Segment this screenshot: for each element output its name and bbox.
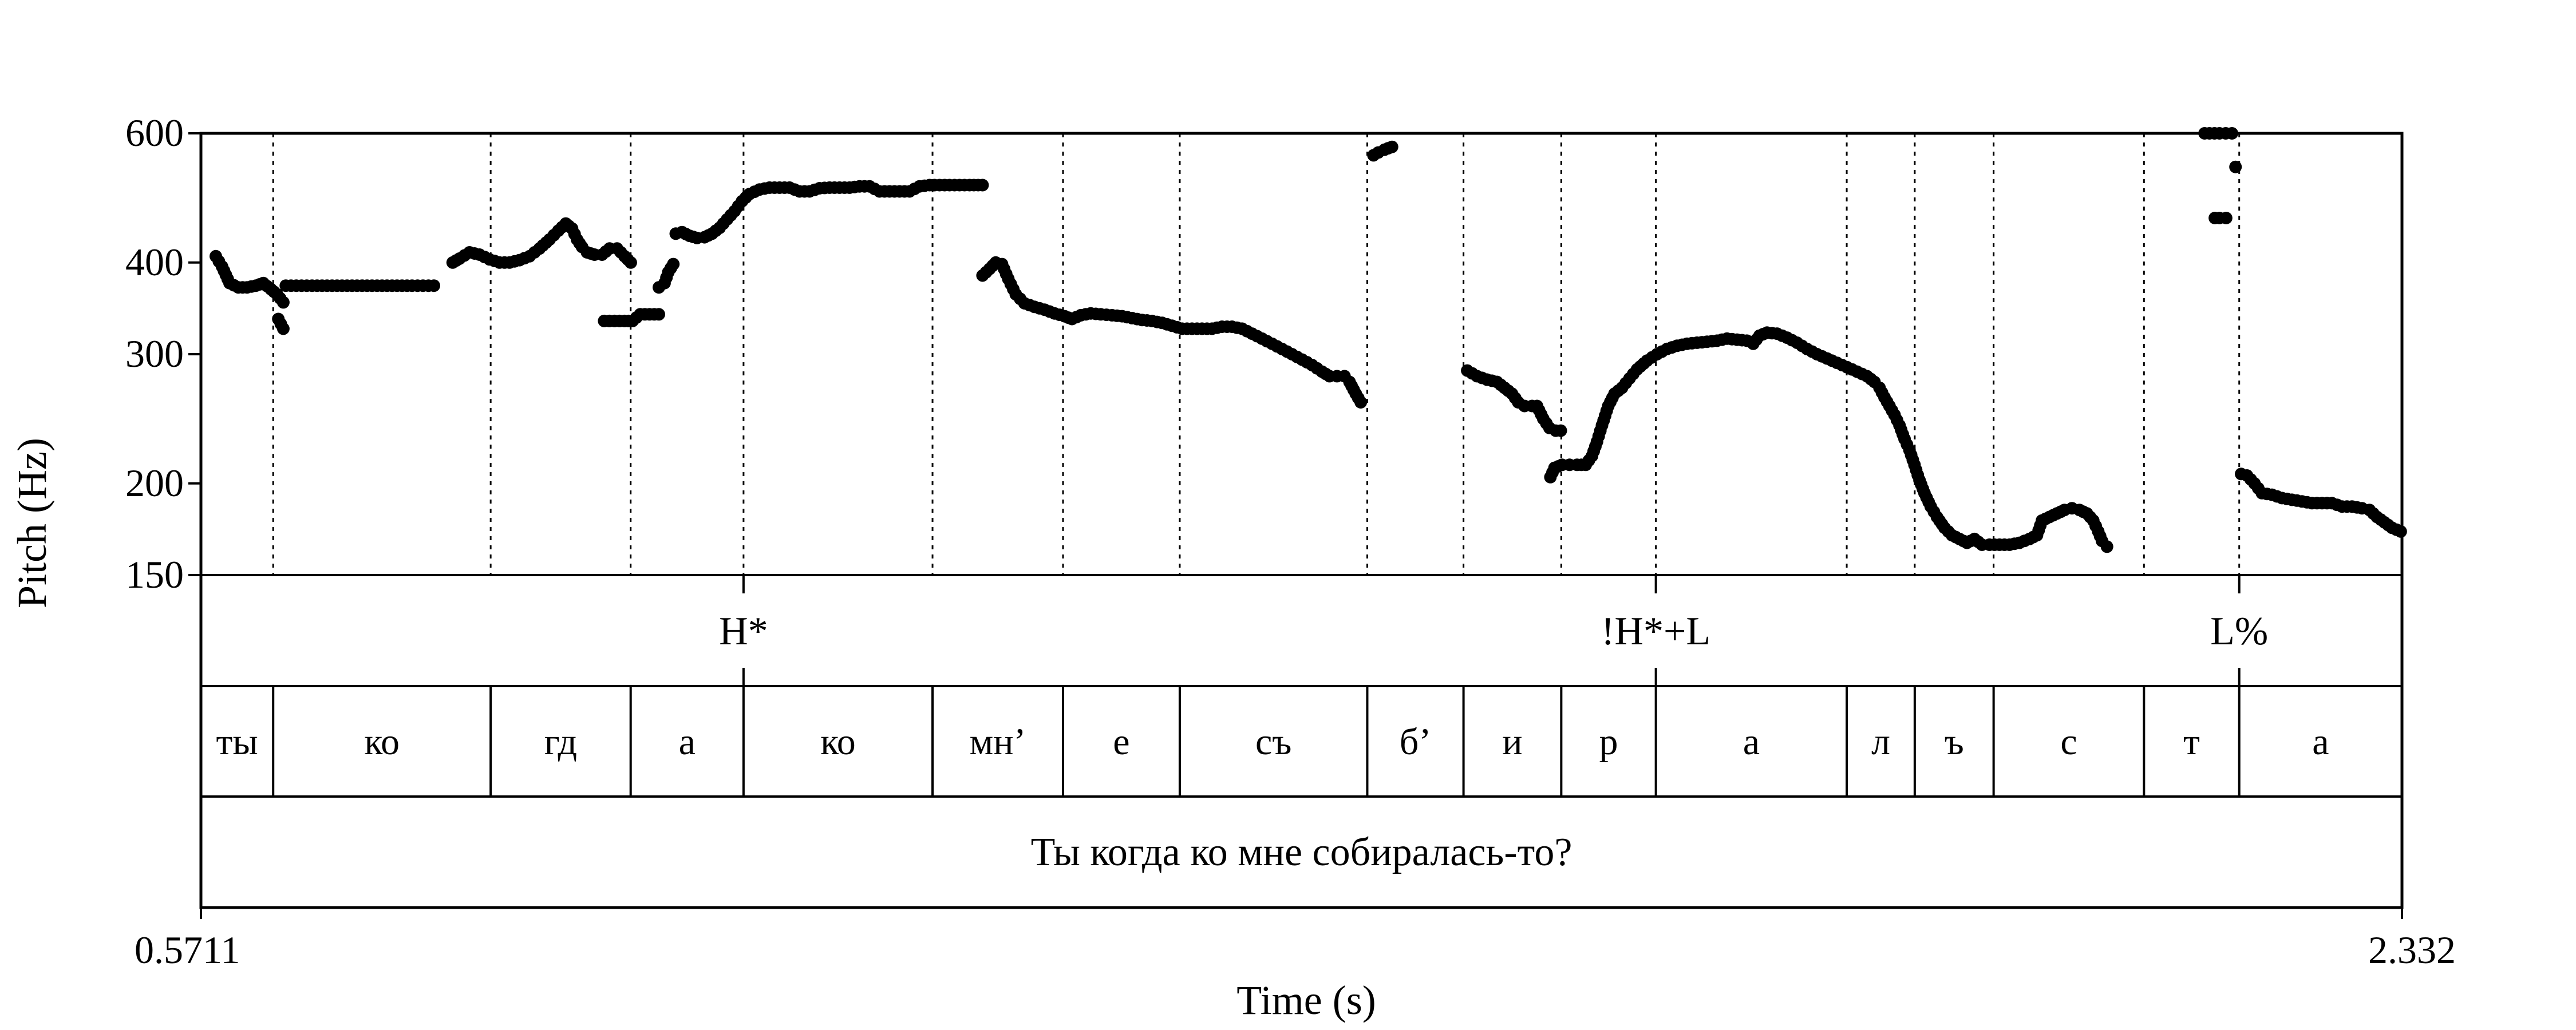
tone-label: H* [719,609,768,653]
syllable-label: и [1502,721,1522,763]
pitch-point [2219,212,2233,224]
pitch-point [1354,396,1368,409]
syllable-label: р [1599,721,1618,763]
sentence-label: Ты когда ко мне собиралась-то? [1031,830,1573,874]
y-tick-label: 400 [125,240,184,284]
syllable-boundary-lines [272,133,2241,575]
pitch-track [210,127,2407,553]
pitch-point [624,256,637,269]
syllable-label: ко [364,721,400,763]
y-tick-label: 300 [125,332,184,375]
syllable-label: а [2312,721,2329,763]
pitch-point [667,258,680,271]
syllable-label: б’ [1400,721,1432,763]
y-axis: 150 200 300 400 600 [125,111,201,596]
pitch-point [976,179,989,192]
pitch-point [2229,160,2242,173]
x-tick-label: 0.5711 [135,928,240,972]
plot-frame [199,132,2404,909]
pitch-point [276,322,290,335]
syllable-label: мн’ [969,721,1026,763]
pitch-point [1554,424,1567,437]
syllable-label: е [1113,721,1129,763]
y-tick-label: 200 [125,461,184,505]
y-axis-label: Pitch (Hz) [9,438,55,608]
syllable-label: л [1871,721,1890,763]
x-axis-label: Time (s) [1236,977,1376,1023]
syllable-label: ко [820,721,856,763]
syllable-label: т [2183,721,2200,763]
y-tick-label: 150 [125,553,184,596]
pitch-point [2100,540,2113,553]
syllable-label: ты [216,721,258,763]
chart-frame [199,132,2404,909]
syllable-label: съ [1255,721,1291,763]
syllable-label: а [1743,721,1760,763]
y-tick-label: 600 [125,111,184,154]
x-tick-label: 2.332 [2368,928,2456,972]
pitch-point [276,296,290,309]
syllable-label: гд [544,721,577,763]
syllable-label: с [2060,721,2077,763]
syllable-label: а [679,721,696,763]
annotation-tiers: H* !H*+L L% ты ко гд а ко мн’ е съ б’ и р а л ъ с т а Ты ког… [201,575,2402,909]
pitch-point [428,279,440,292]
x-axis: 0.5711 2.332 [135,908,2456,972]
tone-label: L% [2210,609,2268,653]
tone-label: !H*+L [1601,609,1710,653]
pitch-point [1385,140,1398,153]
pitch-point [653,308,665,321]
syllable-label: ъ [1945,721,1964,763]
